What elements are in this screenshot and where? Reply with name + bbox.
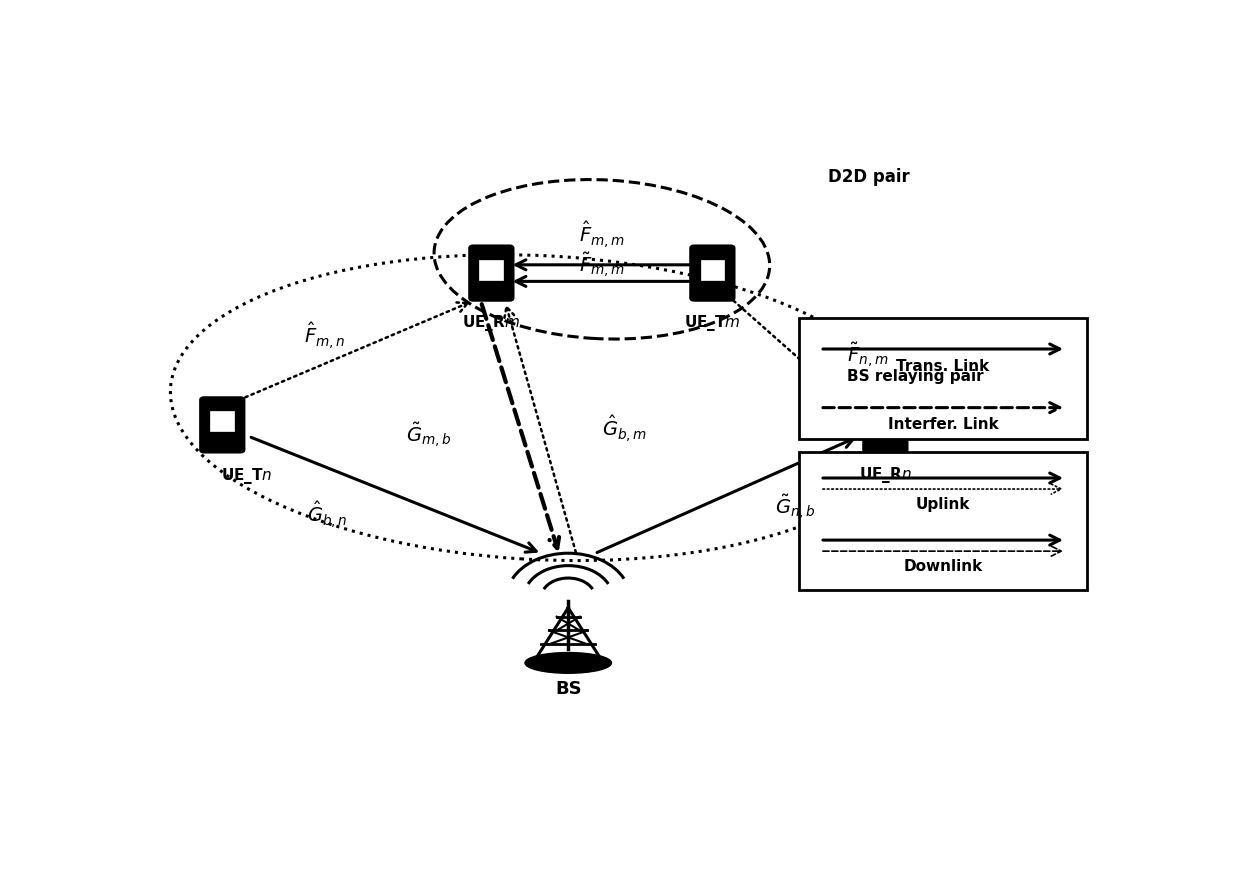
Text: $\tilde{G}_{n,b}$: $\tilde{G}_{n,b}$ [775, 493, 816, 522]
Bar [873, 411, 898, 431]
Text: $\tilde{F}_{n,m}$: $\tilde{F}_{n,m}$ [847, 341, 888, 370]
Text: UE_T$n$: UE_T$n$ [221, 466, 272, 487]
Text: Trans. Link: Trans. Link [897, 358, 990, 374]
Bar [799, 318, 1087, 439]
FancyBboxPatch shape [200, 397, 244, 452]
Bar [701, 260, 724, 280]
Bar [480, 260, 503, 280]
Text: UE_T$m$: UE_T$m$ [684, 313, 740, 333]
Bar [211, 411, 234, 431]
Text: Uplink: Uplink [916, 496, 970, 512]
FancyBboxPatch shape [863, 397, 908, 452]
Text: $\hat{G}_{b,n}$: $\hat{G}_{b,n}$ [306, 499, 347, 530]
Text: BS relaying pair: BS relaying pair [847, 369, 983, 384]
Text: Downlink: Downlink [904, 559, 982, 573]
Text: $\tilde{F}_{m,m}$: $\tilde{F}_{m,m}$ [579, 251, 625, 280]
Bar [799, 452, 1087, 590]
Text: BS: BS [556, 680, 582, 698]
Text: Interfer. Link: Interfer. Link [888, 418, 998, 433]
Text: D2D pair: D2D pair [828, 168, 909, 185]
Text: $\tilde{G}_{m,b}$: $\tilde{G}_{m,b}$ [405, 421, 451, 450]
FancyBboxPatch shape [691, 246, 734, 301]
FancyBboxPatch shape [469, 246, 513, 301]
Text: $\hat{G}_{b,m}$: $\hat{G}_{b,m}$ [601, 413, 647, 444]
Text: $\hat{F}_{m,m}$: $\hat{F}_{m,m}$ [579, 219, 625, 250]
Text: UE_R$m$: UE_R$m$ [463, 313, 521, 333]
Text: $\hat{F}_{m,n}$: $\hat{F}_{m,n}$ [304, 320, 346, 350]
Text: UE_R$n$: UE_R$n$ [859, 465, 911, 485]
Ellipse shape [525, 652, 611, 673]
